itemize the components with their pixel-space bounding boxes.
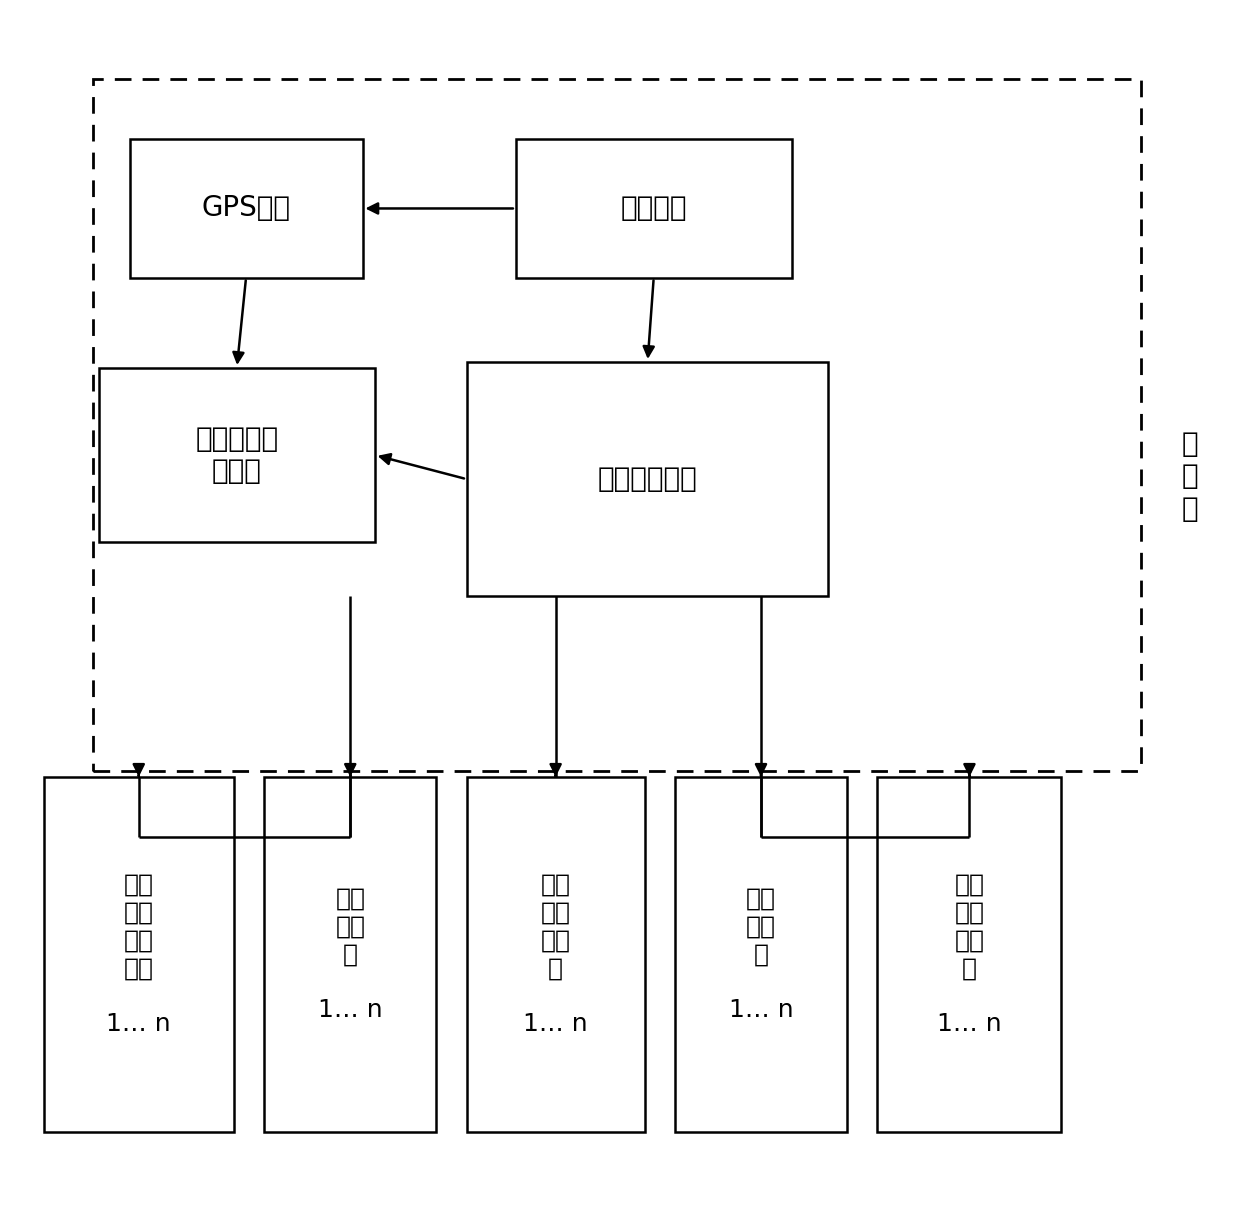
Text: 温湿
度检
测传
感器

1… n: 温湿 度检 测传 感器 1… n: [107, 873, 171, 1036]
Bar: [264, 776, 436, 1132]
Text: 监
测
盒: 监 测 盒: [1182, 430, 1198, 522]
Bar: [466, 776, 645, 1132]
Bar: [129, 139, 362, 277]
Bar: [93, 79, 1141, 770]
Bar: [878, 776, 1061, 1132]
Text: 乙烯
传感
器

1… n: 乙烯 传感 器 1… n: [729, 887, 794, 1022]
Bar: [466, 361, 828, 596]
Text: 数据采集模块: 数据采集模块: [598, 465, 697, 493]
Text: 远程数据传
输模块: 远程数据传 输模块: [195, 425, 279, 486]
Text: 供电模块: 供电模块: [620, 195, 687, 223]
Text: GPS模块: GPS模块: [202, 195, 290, 223]
Text: 二氧
化硫
传感
器

1… n: 二氧 化硫 传感 器 1… n: [937, 873, 1002, 1036]
Text: 氧气
传感
器

1… n: 氧气 传感 器 1… n: [317, 887, 383, 1022]
Bar: [99, 368, 374, 543]
Text: 二氧
化碳
传感
器

1… n: 二氧 化碳 传感 器 1… n: [523, 873, 588, 1036]
Bar: [516, 139, 791, 277]
Bar: [675, 776, 847, 1132]
Bar: [43, 776, 234, 1132]
